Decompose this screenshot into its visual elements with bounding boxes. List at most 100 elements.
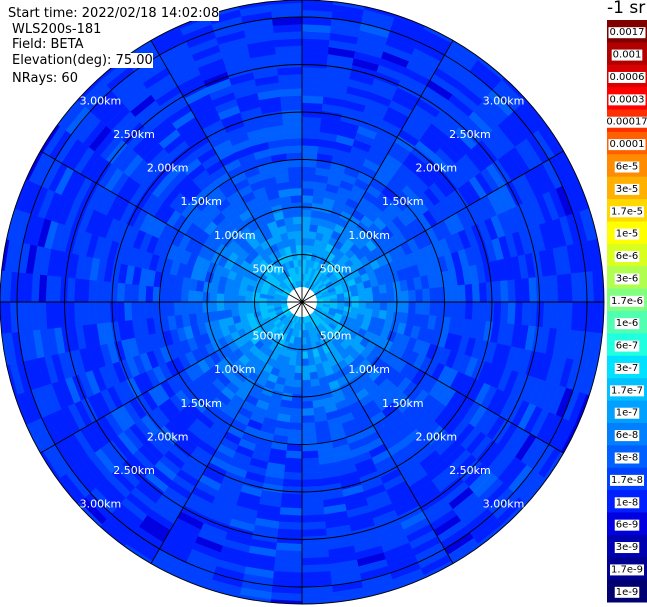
colorbar-label: 0.0006 bbox=[610, 72, 645, 83]
data-cell bbox=[266, 301, 274, 306]
data-cell bbox=[287, 166, 303, 175]
colorbar-label: 6e-7 bbox=[616, 341, 639, 352]
colorbar-label-bg bbox=[614, 318, 640, 330]
data-cell bbox=[281, 109, 303, 119]
data-cell bbox=[301, 237, 309, 246]
data-cell bbox=[301, 180, 315, 189]
data-cell bbox=[372, 293, 381, 303]
data-cell bbox=[166, 287, 175, 303]
colorbar-label-bg bbox=[614, 407, 640, 419]
colorbar-label-bg bbox=[614, 519, 640, 531]
data-cell bbox=[73, 301, 83, 327]
data-cell bbox=[471, 301, 481, 321]
data-cell bbox=[521, 301, 531, 327]
data-cell bbox=[371, 285, 381, 295]
data-cell bbox=[180, 301, 189, 315]
data-cell bbox=[230, 294, 239, 303]
data-cell bbox=[301, 507, 325, 517]
data-cell bbox=[415, 289, 424, 303]
data-cell bbox=[400, 290, 410, 303]
data-cell bbox=[301, 344, 308, 353]
data-cell bbox=[301, 436, 318, 445]
data-cell bbox=[429, 287, 438, 303]
data-cell bbox=[429, 301, 438, 317]
data-cell bbox=[95, 301, 104, 324]
data-cell bbox=[301, 88, 325, 97]
data-cell bbox=[277, 521, 303, 531]
azimuth-spoke bbox=[40, 301, 303, 454]
data-cell bbox=[301, 130, 321, 140]
data-cell bbox=[301, 223, 311, 232]
range-ring-label: 1.00km bbox=[348, 229, 390, 242]
data-cell bbox=[301, 429, 317, 438]
data-cell bbox=[237, 295, 246, 303]
data-cell bbox=[209, 292, 218, 303]
data-cell bbox=[292, 209, 303, 218]
range-ring-label: 3.00km bbox=[483, 498, 525, 511]
colorbar-label: 1.7e-8 bbox=[611, 475, 643, 486]
data-cell bbox=[202, 291, 211, 303]
colorbar-label-bg bbox=[614, 161, 640, 173]
data-cell bbox=[301, 521, 327, 531]
data-cell bbox=[259, 301, 267, 307]
data-cell bbox=[291, 202, 303, 211]
data-cell bbox=[514, 278, 524, 303]
data-cell bbox=[284, 457, 303, 467]
data-cell bbox=[145, 285, 154, 303]
data-cell bbox=[237, 307, 247, 316]
data-cell bbox=[180, 289, 189, 303]
data-cell bbox=[173, 301, 182, 316]
data-cell bbox=[286, 436, 303, 445]
data-cell bbox=[284, 137, 303, 147]
data-cell bbox=[507, 301, 517, 325]
colorbar-label: 1e-5 bbox=[616, 229, 639, 240]
data-cell bbox=[386, 292, 395, 303]
data-cell bbox=[95, 280, 104, 303]
colorbar-label: 1.7e-5 bbox=[611, 206, 643, 217]
colorbar-label-bg bbox=[609, 474, 645, 486]
colorbar-label: 3e-9 bbox=[616, 542, 639, 553]
data-cell bbox=[289, 415, 303, 424]
colorbar-label: 3e-6 bbox=[616, 273, 639, 284]
data-cell bbox=[187, 301, 196, 315]
colorbar-label-bg bbox=[609, 564, 645, 576]
colorbar-label-bg bbox=[608, 71, 646, 83]
polar-grid bbox=[0, 0, 605, 605]
data-cell bbox=[283, 471, 303, 481]
colorbar-label-bg bbox=[609, 206, 645, 218]
data-cell bbox=[301, 500, 324, 509]
colorbar-label-bg bbox=[608, 94, 646, 106]
data-cell bbox=[357, 288, 367, 297]
data-cell bbox=[493, 280, 502, 303]
data-cell bbox=[294, 365, 303, 374]
data-cell bbox=[301, 102, 324, 111]
data-cell bbox=[116, 301, 126, 322]
data-cell bbox=[289, 408, 303, 417]
data-cell bbox=[223, 293, 232, 303]
data-cell bbox=[282, 116, 303, 126]
data-cell bbox=[187, 289, 196, 303]
data-cell bbox=[102, 301, 111, 324]
data-cell bbox=[386, 301, 395, 312]
range-ring-label: 2.50km bbox=[449, 128, 491, 141]
data-cell bbox=[88, 301, 97, 325]
instrument-label: WLS200s-181 bbox=[12, 22, 102, 37]
data-cell bbox=[145, 301, 154, 319]
data-cell bbox=[280, 500, 303, 509]
data-cell bbox=[379, 301, 388, 312]
data-cell bbox=[280, 493, 303, 502]
data-cell bbox=[230, 301, 239, 310]
colorbar-label: 0.0017 bbox=[610, 27, 645, 38]
colorbar-label: 1.7e-9 bbox=[611, 564, 643, 575]
azimuth-spoke bbox=[301, 301, 454, 564]
colorbar-label-bg bbox=[605, 116, 647, 128]
data-cell bbox=[422, 301, 431, 316]
data-cell bbox=[283, 464, 303, 474]
field-label: Field: BETA bbox=[12, 37, 84, 52]
data-cell bbox=[282, 478, 303, 488]
data-cell bbox=[301, 230, 310, 239]
data-cell bbox=[290, 400, 303, 410]
data-cell bbox=[408, 301, 417, 315]
azimuth-spoke bbox=[150, 301, 303, 564]
data-cell bbox=[436, 286, 445, 303]
